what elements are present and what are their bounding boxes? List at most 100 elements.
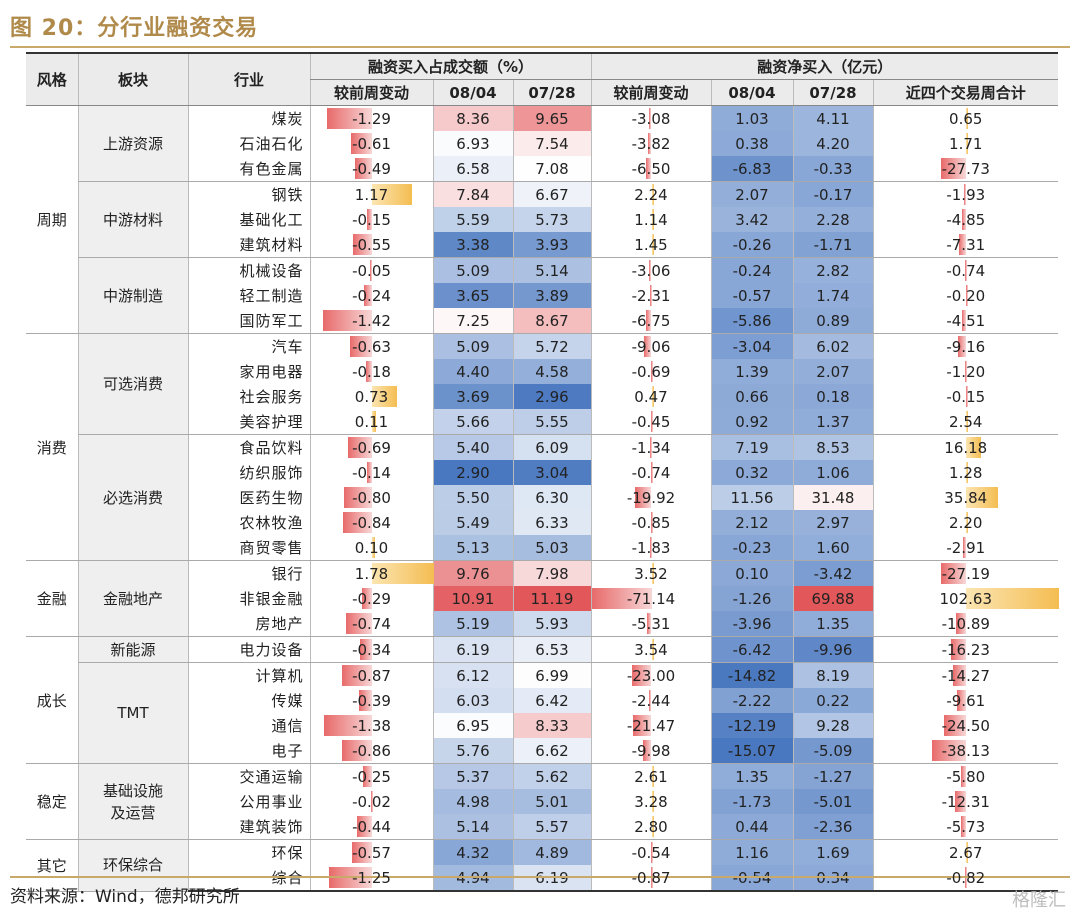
net-wow-cell-value: 2.61 [634,767,668,786]
share-wow-cell-bar [363,285,372,306]
industry-cell: 通信 [187,713,310,738]
header-industry: 行业 [187,52,310,106]
industry-cell: 电力设备 [187,636,310,663]
net-4week-cell-bar [966,108,968,129]
net-d2-cell: 8.19 [792,662,873,688]
net-4week-cell: 35.84 [872,485,1059,510]
table-row: 稳定 基础设施 及运营 交通运输 -0.25 5.37 5.62 2.61 1.35 -1.27… [26,763,1059,840]
industry-cell: 建筑材料 [187,232,310,258]
net-d2-cell: 4.20 [792,131,873,156]
share-wow-cell-bar [366,209,372,230]
net-wow-cell-value: -1.34 [631,438,671,457]
share-wow-cell-value: 1.17 [354,185,389,204]
share-d2-cell: 4.58 [512,359,591,384]
industry-cell: 钢铁 [187,181,310,207]
share-d1-cell: 6.95 [432,713,513,738]
net-d2-cell: 8.53 [792,434,873,460]
share-wow-cell-bar [350,336,372,357]
industry-cell: 传媒 [187,688,310,713]
header-share-d2: 07/28 [512,79,591,106]
net-d1-cell: -6.83 [710,156,793,182]
net-4week-cell-bar [953,665,966,686]
net-d1-cell: 0.66 [710,384,793,409]
net-d1-cell: -0.54 [710,865,793,892]
net-4week-cell-bar [961,209,966,230]
share-d1-cell: 6.12 [432,662,513,688]
net-4week-cell-value: -38.13 [941,741,990,760]
share-wow-cell-value: -1.38 [352,716,391,735]
net-wow-cell-value: -6.50 [631,159,671,178]
net-wow-cell-bar [650,462,653,483]
net-4week-cell-value: -27.19 [941,564,990,583]
share-wow-cell: -0.25 [309,763,433,789]
net-4week-cell-value: 102.63 [939,589,993,608]
net-4week-cell-bar [941,158,966,179]
net-wow-cell-value: -5.31 [631,614,671,633]
share-wow-cell-bar [348,437,372,458]
net-d2-cell: 2.07 [792,359,873,384]
net-wow-cell-bar [651,563,655,584]
table-row: 美容护理 0.11 5.66 5.55 -0.45 0.92 1.37 2.54 [26,409,1059,435]
net-wow-cell: -21.47 [590,713,711,738]
share-d1-cell: 5.13 [432,535,513,561]
share-wow-cell-bar [352,842,372,863]
net-d2-cell: -9.96 [792,636,873,663]
industry-cell: 房地产 [187,611,310,637]
net-4week-cell-bar [963,537,966,558]
industry-cell: 石油石化 [187,131,310,156]
net-d2-cell: 0.18 [792,384,873,409]
net-d1-cell: -12.19 [710,713,793,738]
share-wow-cell: -0.05 [309,257,433,283]
share-wow-cell-bar [370,260,373,281]
net-4week-cell-bar [965,285,968,306]
share-d1-cell: 5.40 [432,434,513,460]
share-wow-cell-value: -0.69 [352,438,391,457]
net-wow-cell: 1.14 [590,207,711,232]
net-d1-cell: -0.26 [710,232,793,258]
share-d1-cell: 3.69 [432,384,513,409]
industry-cell: 社会服务 [187,384,310,409]
net-wow-cell: -3.82 [590,131,711,156]
share-wow-cell-value: -0.49 [352,159,391,178]
net-d1-cell: -1.26 [710,586,793,611]
share-wow-cell: -0.14 [309,460,433,485]
share-wow-cell-value: -0.34 [352,640,391,659]
net-d2-cell: 4.11 [792,105,873,131]
industry-cell: 机械设备 [187,257,310,283]
share-wow-cell: -0.69 [309,434,433,460]
sector-cell: 中游材料 [77,181,188,258]
share-d2-cell: 5.62 [512,763,591,789]
industry-cell: 电子 [187,738,310,764]
share-wow-cell: -0.34 [309,636,433,663]
net-d2-cell: 2.28 [792,207,873,232]
net-4week-cell-value: -7.31 [946,235,986,254]
share-wow-cell: -1.25 [309,865,433,892]
net-4week-cell-value: -27.73 [941,159,990,178]
industry-cell: 国防军工 [187,308,310,334]
net-4week-cell: -1.93 [872,181,1059,207]
net-wow-cell-bar [643,336,652,357]
share-wow-cell-value: -0.61 [352,134,391,153]
share-wow-cell-bar [372,184,413,205]
share-wow-cell: -1.38 [309,713,433,738]
net-wow-cell: -71.14 [590,586,711,611]
share-wow-cell-bar [372,386,398,407]
share-wow-cell-bar [342,740,372,761]
net-4week-cell-value: 2.67 [949,843,983,862]
share-wow-cell: -0.86 [309,738,433,764]
table-row: 非银金融 -0.29 10.91 11.19 -71.14 -1.26 69.88 102.6… [26,586,1059,611]
share-wow-cell-value: -0.44 [352,817,391,836]
net-4week-cell-bar [966,588,1059,609]
share-wow-cell-bar [344,487,372,508]
net-wow-cell-value: -9.98 [631,741,671,760]
share-d2-cell: 6.09 [512,434,591,460]
net-d1-cell: -3.04 [710,333,793,359]
net-4week-cell-bar [943,715,966,736]
net-4week-cell-bar [957,336,966,357]
share-d1-cell: 10.91 [432,586,513,611]
net-4week-cell-bar [956,613,966,634]
share-wow-cell-value: -1.29 [352,109,391,128]
share-wow-cell-value: 0.10 [354,538,389,557]
industry-cell: 环保 [187,839,310,865]
net-wow-cell: -0.85 [590,510,711,535]
